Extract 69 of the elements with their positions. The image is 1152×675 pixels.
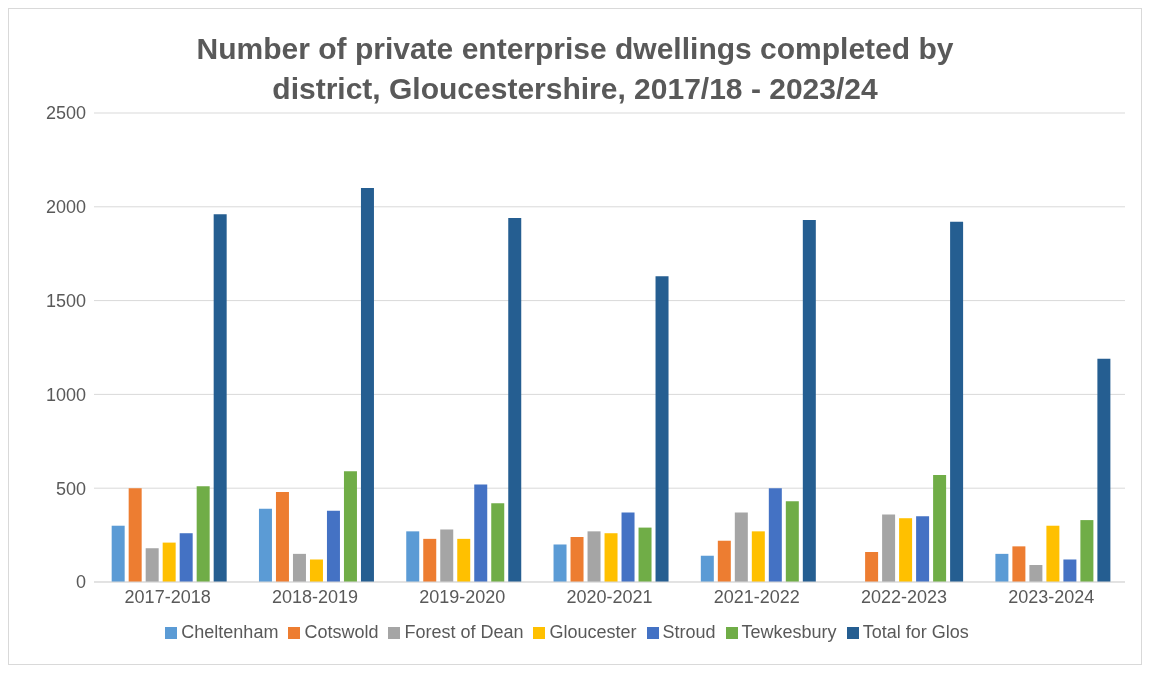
- x-tick-label: 2019-2020: [419, 586, 506, 607]
- bar: [700, 555, 714, 582]
- legend-label: Forest of Dean: [404, 622, 524, 642]
- legend-label: Cotswold: [304, 622, 379, 642]
- x-tick-label: 2018-2019: [271, 586, 358, 607]
- bar: [768, 488, 782, 582]
- bar: [258, 508, 272, 582]
- legend-label: Gloucester: [549, 622, 637, 642]
- legend-label: Stroud: [662, 622, 716, 642]
- bar: [933, 475, 947, 582]
- y-tick-label: 500: [55, 478, 86, 499]
- bar: [802, 219, 816, 582]
- bar: [717, 540, 731, 582]
- bar: [508, 218, 522, 582]
- bar: [621, 512, 635, 582]
- bar: [491, 503, 505, 582]
- x-tick-label: 2022-2023: [861, 586, 948, 607]
- bar: [196, 486, 210, 582]
- bar: [587, 531, 601, 582]
- bar: [179, 533, 193, 582]
- bar: [440, 529, 454, 582]
- x-tick-label: 2021-2022: [713, 586, 800, 607]
- bar: [638, 527, 652, 582]
- bar: [1063, 559, 1077, 582]
- chart-title: Number of private enterprise dwellings completed by district, Gloucestershire, 2017/18 - 2023/24: [195, 31, 955, 105]
- bar: [1080, 520, 1094, 582]
- bar: [111, 525, 125, 582]
- y-tick-label: 1000: [45, 384, 86, 405]
- bar: [162, 542, 176, 582]
- y-tick-label: 2000: [45, 197, 86, 218]
- bar: [406, 531, 420, 582]
- bar: [292, 553, 306, 582]
- bar: [474, 484, 488, 582]
- bar: [950, 221, 964, 582]
- bar: [1046, 525, 1060, 582]
- bar: [309, 559, 323, 582]
- legend-label: Total for Glos: [862, 622, 969, 642]
- bar: [1097, 358, 1111, 582]
- y-tick-label: 1500: [45, 290, 86, 311]
- x-tick-label: 2020-2021: [566, 586, 653, 607]
- bar: [275, 491, 289, 582]
- bar: [882, 514, 896, 582]
- bar: [1012, 546, 1026, 582]
- bar: [995, 553, 1009, 582]
- bar: [213, 214, 227, 582]
- bar: [457, 538, 471, 582]
- x-tick-label: 2017-2018: [124, 586, 211, 607]
- bar: [865, 551, 879, 582]
- bar: [604, 533, 618, 582]
- bar: [343, 471, 357, 582]
- bar: [916, 516, 930, 582]
- y-tick-label: 2500: [45, 103, 86, 124]
- bar: [1029, 565, 1043, 582]
- bar: [423, 538, 437, 582]
- bar: [128, 488, 142, 582]
- bar: [785, 501, 799, 582]
- bar: [145, 548, 159, 582]
- bar: [326, 510, 340, 582]
- bar: [899, 518, 913, 582]
- bar: [734, 512, 748, 582]
- bar: [655, 276, 669, 582]
- legend-label: Tewkesbury: [741, 622, 837, 642]
- legend-label: Cheltenham: [181, 622, 279, 642]
- bar: [360, 188, 374, 582]
- bar: [751, 531, 765, 582]
- bar: [553, 544, 567, 582]
- x-tick-label: 2023-2024: [1008, 586, 1095, 607]
- bar: [570, 536, 584, 582]
- y-tick-label: 0: [75, 572, 86, 593]
